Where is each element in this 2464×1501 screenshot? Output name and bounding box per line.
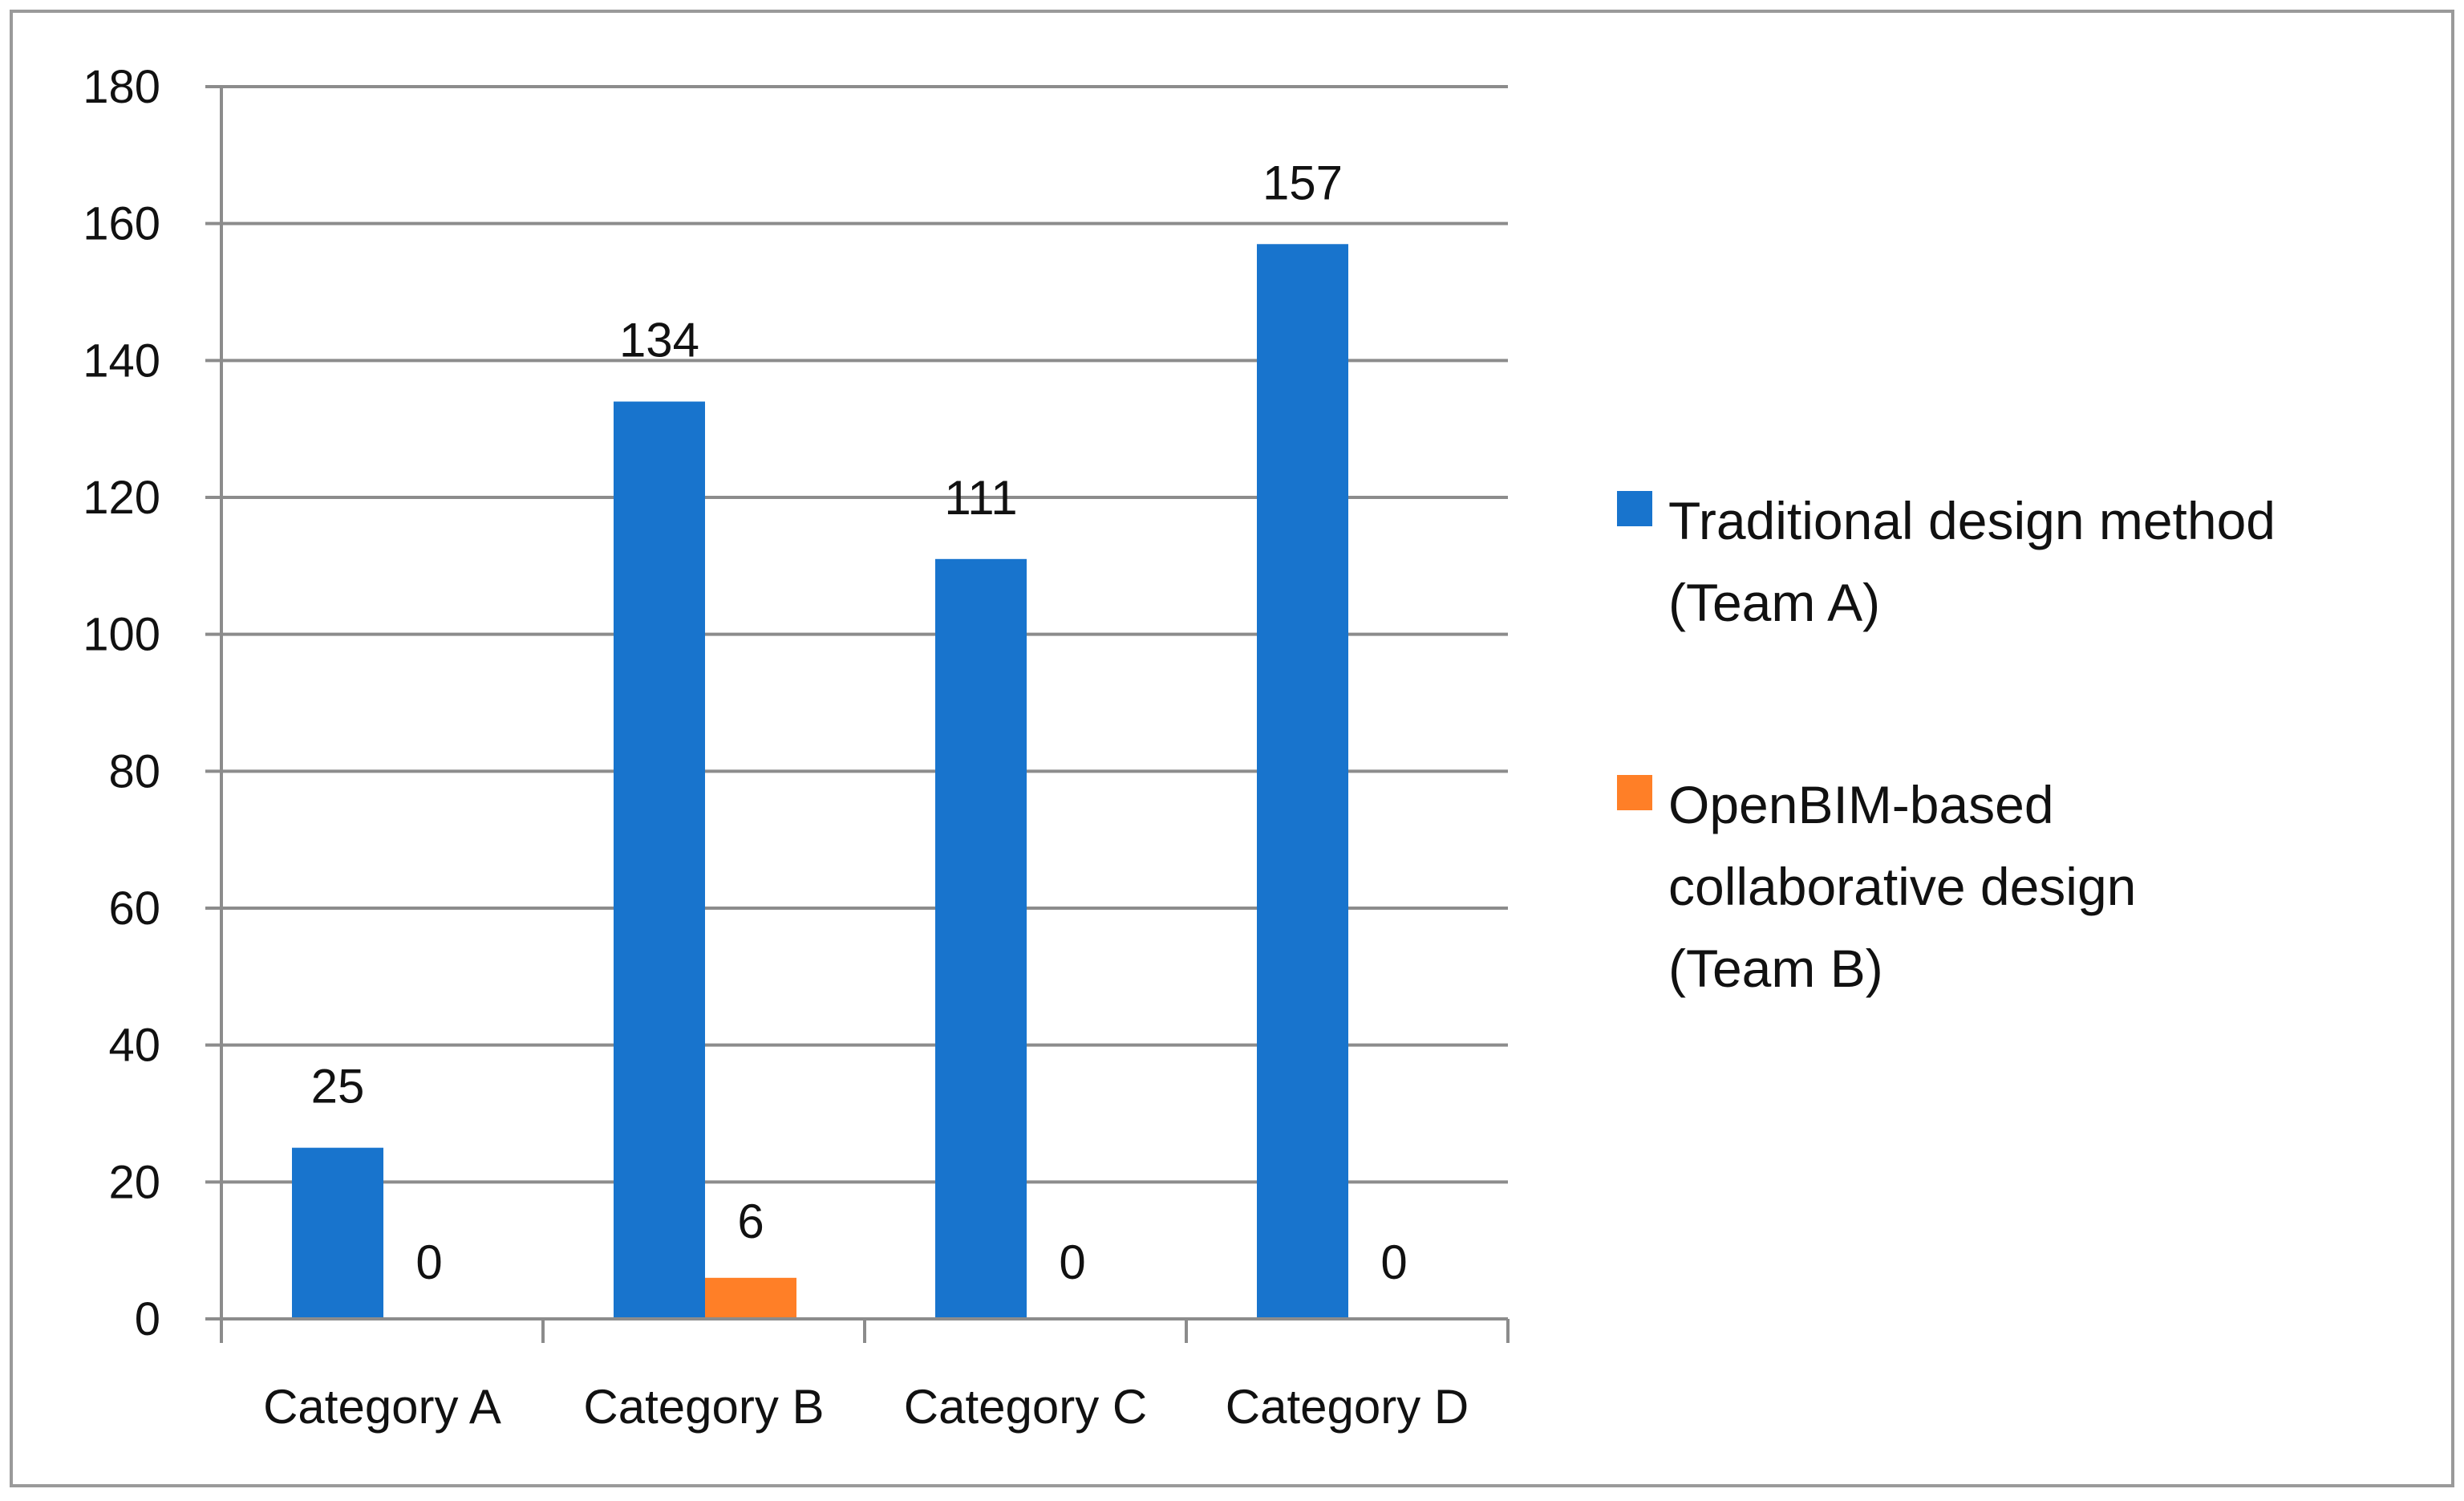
legend-label: (Team A) bbox=[1668, 573, 1880, 632]
legend-label: Traditional design method bbox=[1668, 491, 2276, 550]
legend-label: collaborative design bbox=[1668, 857, 2136, 916]
y-tick-label: 100 bbox=[83, 609, 160, 661]
legend-label: OpenBIM-based bbox=[1668, 775, 2054, 834]
y-tick-label: 80 bbox=[108, 745, 160, 797]
y-tick-label: 0 bbox=[135, 1293, 160, 1345]
y-tick-label: 140 bbox=[83, 335, 160, 387]
y-tick-label: 180 bbox=[83, 61, 160, 113]
bar-team-a bbox=[1257, 244, 1348, 1320]
legend-swatch bbox=[1617, 775, 1652, 810]
data-label: 134 bbox=[619, 314, 699, 367]
y-tick-label: 60 bbox=[108, 882, 160, 935]
x-category-label: Category A bbox=[263, 1380, 501, 1434]
legend-label: (Team B) bbox=[1668, 939, 1883, 998]
bar-team-a bbox=[614, 401, 705, 1319]
data-label: 157 bbox=[1262, 156, 1343, 209]
bar-team-a bbox=[935, 558, 1027, 1319]
data-label: 0 bbox=[1059, 1235, 1085, 1289]
x-category-label: Category C bbox=[904, 1380, 1147, 1434]
chart-border bbox=[10, 10, 2454, 1487]
y-tick-label: 40 bbox=[108, 1020, 160, 1072]
data-label: 0 bbox=[1380, 1235, 1407, 1289]
data-label: 6 bbox=[737, 1195, 764, 1248]
y-tick-label: 160 bbox=[83, 198, 160, 250]
y-tick-label: 20 bbox=[108, 1156, 160, 1208]
axes bbox=[205, 87, 1510, 1343]
bar-team-a bbox=[292, 1147, 383, 1319]
data-label: 111 bbox=[944, 471, 1017, 525]
bars bbox=[292, 244, 1348, 1320]
x-category-label: Category D bbox=[1226, 1380, 1469, 1434]
data-label: 0 bbox=[415, 1235, 442, 1289]
x-category-label: Category B bbox=[583, 1380, 824, 1434]
y-tick-label: 120 bbox=[83, 472, 160, 524]
legend-swatch bbox=[1617, 491, 1652, 526]
legend: Traditional design method (Team A) OpenBIM… bbox=[1617, 491, 2276, 998]
bar-team-b bbox=[705, 1277, 796, 1319]
data-label: 25 bbox=[311, 1060, 365, 1114]
